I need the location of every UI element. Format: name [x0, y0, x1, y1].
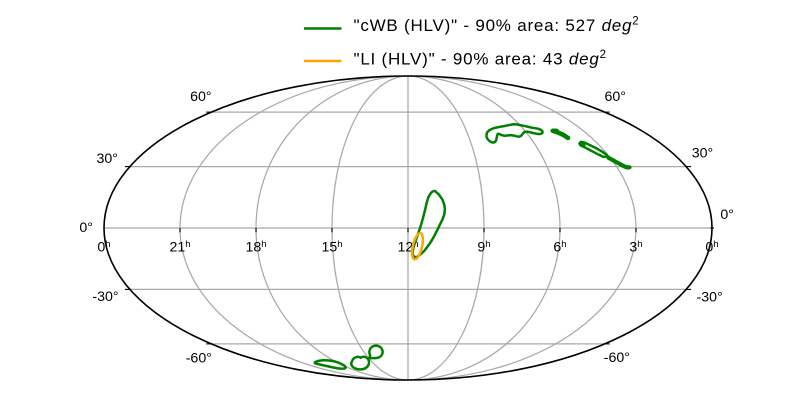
svg-text:0°: 0° — [79, 220, 93, 236]
svg-text:0°: 0° — [720, 207, 734, 223]
svg-text:30°: 30° — [96, 151, 117, 167]
svg-text:60°: 60° — [604, 89, 625, 105]
svg-text:"cWB (HLV)" - 90% area: 527 de: "cWB (HLV)" - 90% area: 527 deg2 — [354, 16, 640, 36]
svg-text:-30°: -30° — [92, 289, 118, 305]
svg-text:-30°: -30° — [697, 289, 723, 305]
svg-text:-60°: -60° — [186, 350, 212, 366]
svg-text:30°: 30° — [692, 146, 713, 162]
svg-text:60°: 60° — [190, 89, 211, 105]
svg-text:"LI (HLV)" - 90% area: 43 deg2: "LI (HLV)" - 90% area: 43 deg2 — [354, 49, 607, 69]
svg-text:-60°: -60° — [604, 350, 630, 366]
